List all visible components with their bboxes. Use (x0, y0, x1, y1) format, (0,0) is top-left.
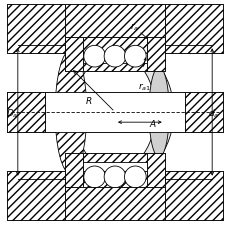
Bar (164, 171, 223, 220)
Circle shape (124, 166, 146, 188)
Bar (6, 171, 65, 220)
Ellipse shape (55, 51, 86, 174)
Bar (6, 92, 45, 133)
Bar (65, 4, 164, 38)
Bar (164, 171, 223, 220)
Bar (65, 4, 164, 38)
Text: $r_{a1}$: $r_{a1}$ (137, 81, 150, 92)
Text: $R$: $R$ (85, 95, 92, 106)
Bar (146, 153, 164, 187)
Circle shape (83, 46, 105, 68)
Circle shape (124, 166, 146, 188)
Ellipse shape (74, 54, 155, 171)
Bar (164, 4, 223, 54)
Bar (65, 187, 164, 220)
Bar (83, 54, 146, 72)
Circle shape (83, 166, 105, 188)
Bar (6, 92, 223, 133)
Bar (184, 92, 223, 133)
Bar (83, 38, 146, 54)
Bar (83, 153, 146, 171)
Ellipse shape (148, 68, 169, 158)
Bar (146, 38, 164, 72)
Circle shape (104, 46, 125, 68)
Text: $D_a$: $D_a$ (6, 107, 18, 120)
Text: $A$: $A$ (149, 117, 157, 128)
Bar (146, 153, 164, 187)
Bar (146, 38, 164, 72)
Bar (83, 171, 146, 187)
Bar (65, 38, 83, 72)
Ellipse shape (56, 43, 173, 182)
Bar (6, 4, 65, 54)
Bar (83, 162, 146, 171)
Bar (45, 92, 184, 133)
Bar (65, 187, 164, 220)
Text: $r_a$: $r_a$ (129, 21, 138, 33)
Bar (83, 162, 146, 171)
Circle shape (104, 46, 125, 68)
Bar (6, 4, 65, 54)
Bar (184, 92, 223, 133)
Circle shape (83, 46, 105, 68)
Circle shape (124, 46, 146, 68)
Bar (164, 4, 223, 54)
Circle shape (124, 46, 146, 68)
Bar (83, 153, 146, 171)
Bar (65, 38, 83, 72)
Bar (65, 153, 83, 187)
Bar (83, 38, 146, 54)
Text: $d_a$: $d_a$ (207, 107, 218, 120)
Bar (6, 92, 45, 133)
Bar (83, 54, 146, 72)
Bar (83, 54, 146, 64)
Bar (45, 92, 184, 133)
Circle shape (83, 166, 105, 188)
Circle shape (104, 166, 125, 188)
Bar (6, 171, 65, 220)
Circle shape (104, 166, 125, 188)
Bar (83, 54, 146, 64)
Bar (65, 153, 83, 187)
Bar (83, 171, 146, 187)
